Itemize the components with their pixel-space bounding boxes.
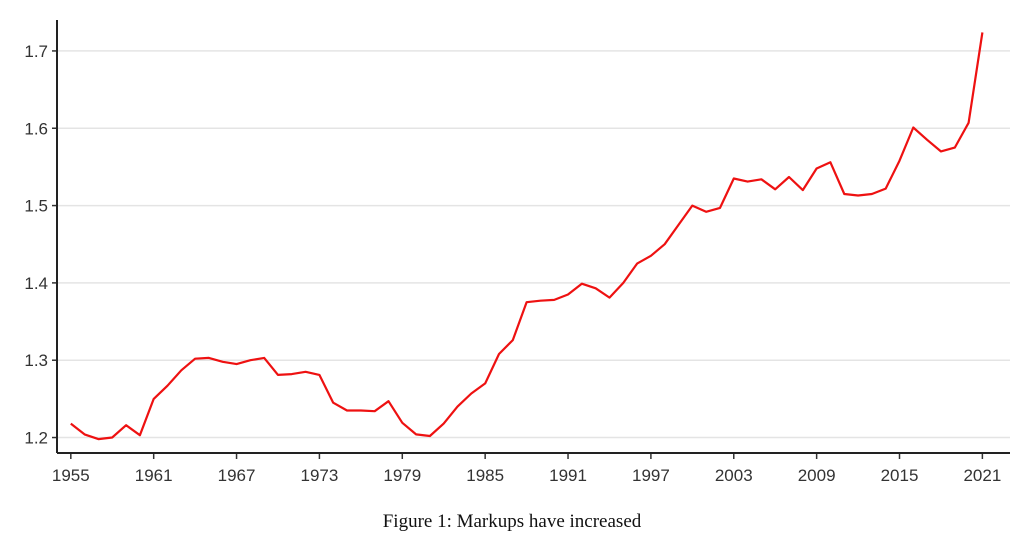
x-tick-label: 1955 [52, 466, 90, 485]
x-tick-label: 1979 [383, 466, 421, 485]
y-tick-label: 1.2 [24, 429, 48, 448]
x-tick-label: 2015 [881, 466, 919, 485]
y-tick-label: 1.7 [24, 42, 48, 61]
x-tick-label: 1985 [466, 466, 504, 485]
x-tick-label: 2009 [798, 466, 836, 485]
y-tick-label: 1.6 [24, 119, 48, 138]
y-tick-label: 1.5 [24, 197, 48, 216]
x-tick-label: 2003 [715, 466, 753, 485]
y-tick-label: 1.3 [24, 351, 48, 370]
x-ticks: 1955 1961 1967 1973 1979 1985 1991 1997 2003 2009… [52, 453, 1001, 485]
y-tick-label: 1.4 [24, 274, 48, 293]
x-tick-label: 1997 [632, 466, 670, 485]
x-tick-label: 2021 [963, 466, 1001, 485]
gridlines [57, 50, 1010, 439]
series-line [70, 32, 984, 441]
x-tick-label: 1967 [218, 466, 256, 485]
figure-caption: Figure 1: Markups have increased [382, 511, 642, 532]
x-tick-label: 1973 [301, 466, 339, 485]
y-tick-labels: 1.2 1.3 1.4 1.5 1.6 1.7 [24, 42, 57, 448]
x-tick-label: 1961 [135, 466, 173, 485]
x-tick-label: 1991 [549, 466, 587, 485]
line-chart: 1.21.31.41.51.61.7 1955 1961 1967 1973 1979 1… [24, 20, 1010, 485]
